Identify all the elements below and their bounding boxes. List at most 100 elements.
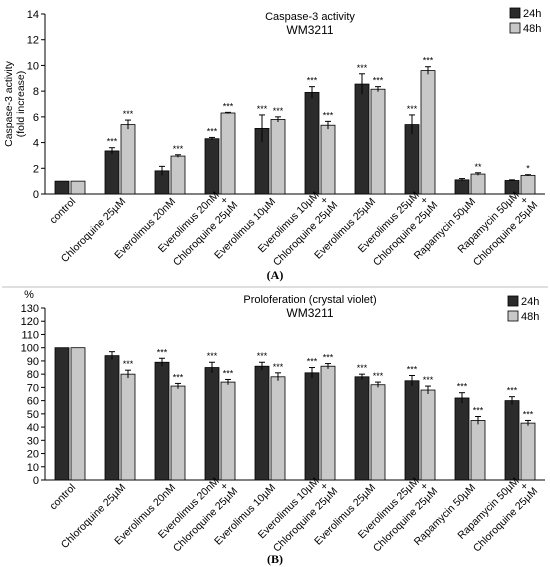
a-significance-mark: *** xyxy=(307,76,318,86)
b-significance-mark: *** xyxy=(157,347,168,357)
a-significance-mark: *** xyxy=(257,104,268,114)
a-bar-24h-8 xyxy=(454,179,470,195)
b-unit-label: % xyxy=(24,289,34,301)
b-chart-subtitle: WM3211 xyxy=(286,306,333,320)
b-significance-mark: *** xyxy=(457,382,468,392)
b-bar-24h-3 xyxy=(204,367,220,481)
b-significance-mark: *** xyxy=(407,364,418,374)
a-y-tick-label: 8 xyxy=(33,86,39,98)
b-y-tick-label: 90 xyxy=(27,356,39,368)
b-significance-mark: *** xyxy=(423,375,434,385)
a-significance-mark: *** xyxy=(207,126,218,136)
a-significance-mark: *** xyxy=(107,137,118,147)
b-bar-24h-4 xyxy=(254,365,270,481)
b-y-tick-label: 70 xyxy=(27,382,39,394)
a-bar-24h-1 xyxy=(104,150,120,195)
b-x-tick-label: control xyxy=(47,482,78,513)
a-bar-24h-0 xyxy=(54,180,70,195)
a-y-tick-label: 10 xyxy=(27,60,39,72)
a-y-axis-label: (fold increase) xyxy=(15,71,27,138)
b-significance-mark: *** xyxy=(523,409,534,419)
b-significance-mark: *** xyxy=(323,353,334,363)
b-y-tick-label: 110 xyxy=(21,329,39,341)
a-x-tick-label-line: control xyxy=(47,196,78,227)
a-bar-48h-5 xyxy=(320,124,336,195)
b-x-tick-label: Rapamycin 50µM xyxy=(412,482,478,548)
b-y-tick-label: 130 xyxy=(21,303,39,315)
a-significance-mark: * xyxy=(526,164,530,174)
b-significance-mark: *** xyxy=(273,362,284,372)
b-legend-label-48h: 48h xyxy=(521,311,539,323)
b-significance-mark: *** xyxy=(307,357,318,367)
b-bar-48h-2 xyxy=(170,385,186,481)
b-y-tick-label: 0 xyxy=(33,475,39,487)
a-y-tick-label: 2 xyxy=(33,163,39,175)
b-x-tick-label-line: Everolimus 10µM xyxy=(212,482,278,548)
a-y-tick-label: 6 xyxy=(33,112,39,124)
b-bar-24h-1 xyxy=(104,355,120,481)
b-y-tick-label: 120 xyxy=(21,316,39,328)
b-significance-mark: *** xyxy=(173,372,184,382)
b-significance-mark: *** xyxy=(357,363,368,373)
a-x-tick-label: Everolimus 25µM xyxy=(312,196,378,262)
panel-b-label: (B) xyxy=(267,552,283,566)
b-significance-mark: *** xyxy=(473,405,484,415)
b-y-tick-label: 100 xyxy=(21,343,39,355)
a-bar-48h-3 xyxy=(220,112,236,195)
b-significance-mark: *** xyxy=(373,371,384,381)
a-bar-24h-6 xyxy=(354,83,370,195)
a-x-tick-label: Everolimus 10µM xyxy=(212,196,278,262)
b-legend-label-24h: 24h xyxy=(521,296,539,308)
b-legend-swatch-48h xyxy=(507,310,519,322)
a-bar-48h-9 xyxy=(520,174,536,195)
b-bar-48h-3 xyxy=(220,381,236,481)
a-bar-24h-7 xyxy=(404,124,420,195)
b-bar-24h-0 xyxy=(54,347,70,481)
a-legend-swatch-48h xyxy=(509,22,521,34)
b-bar-24h-9 xyxy=(504,400,520,481)
b-legend-swatch-24h xyxy=(507,295,519,307)
panel-a-label: (A) xyxy=(267,268,284,282)
a-chart-subtitle: WM3211 xyxy=(286,23,333,37)
a-chart-title: Caspase-3 activity xyxy=(265,11,355,23)
b-bar-48h-0 xyxy=(70,347,86,481)
a-significance-mark: *** xyxy=(123,109,134,119)
a-significance-mark: *** xyxy=(423,56,434,66)
a-bar-48h-6 xyxy=(370,88,386,195)
a-significance-mark: *** xyxy=(273,106,284,116)
a-x-tick-label: control xyxy=(47,196,78,227)
b-bar-48h-1 xyxy=(120,373,136,481)
b-x-tick-label-line: Rapamycin 50µM xyxy=(412,482,478,548)
a-legend-label-48h: 48h xyxy=(523,23,541,35)
a-significance-mark: *** xyxy=(407,104,418,114)
b-chart-title: Proloferation (crystal violet) xyxy=(243,294,376,306)
a-bar-48h-1 xyxy=(120,124,136,195)
a-bar-48h-7 xyxy=(420,70,436,195)
b-y-tick-label: 10 xyxy=(27,462,39,474)
a-x-tick-label: Rapamycin 50µM xyxy=(412,196,478,262)
a-bar-48h-2 xyxy=(170,155,186,195)
b-bar-48h-6 xyxy=(370,384,386,481)
a-bar-48h-0 xyxy=(70,180,86,195)
b-y-tick-label: 50 xyxy=(27,409,39,421)
b-x-tick-label: Everolimus 25µM xyxy=(312,482,378,548)
b-bar-24h-7 xyxy=(404,380,420,481)
b-x-tick-label-line: Everolimus 25µM xyxy=(312,482,378,548)
a-y-tick-label: 12 xyxy=(27,35,39,47)
b-bar-48h-9 xyxy=(520,422,536,481)
a-significance-mark: *** xyxy=(357,63,368,73)
b-bar-48h-7 xyxy=(420,389,436,481)
b-significance-mark: *** xyxy=(223,368,234,378)
a-bar-48h-8 xyxy=(470,173,486,195)
b-significance-mark: *** xyxy=(507,386,518,396)
a-bar-24h-3 xyxy=(204,138,220,195)
a-x-tick-label-line: Everolimus 10µM xyxy=(212,196,278,262)
a-y-tick-label: 4 xyxy=(33,138,39,150)
b-bar-24h-5 xyxy=(304,372,320,481)
b-y-tick-label: 20 xyxy=(27,449,39,461)
a-significance-mark: *** xyxy=(223,101,234,111)
a-legend-label-24h: 24h xyxy=(523,8,541,20)
a-x-tick-label-line: Everolimus 25µM xyxy=(312,196,378,262)
